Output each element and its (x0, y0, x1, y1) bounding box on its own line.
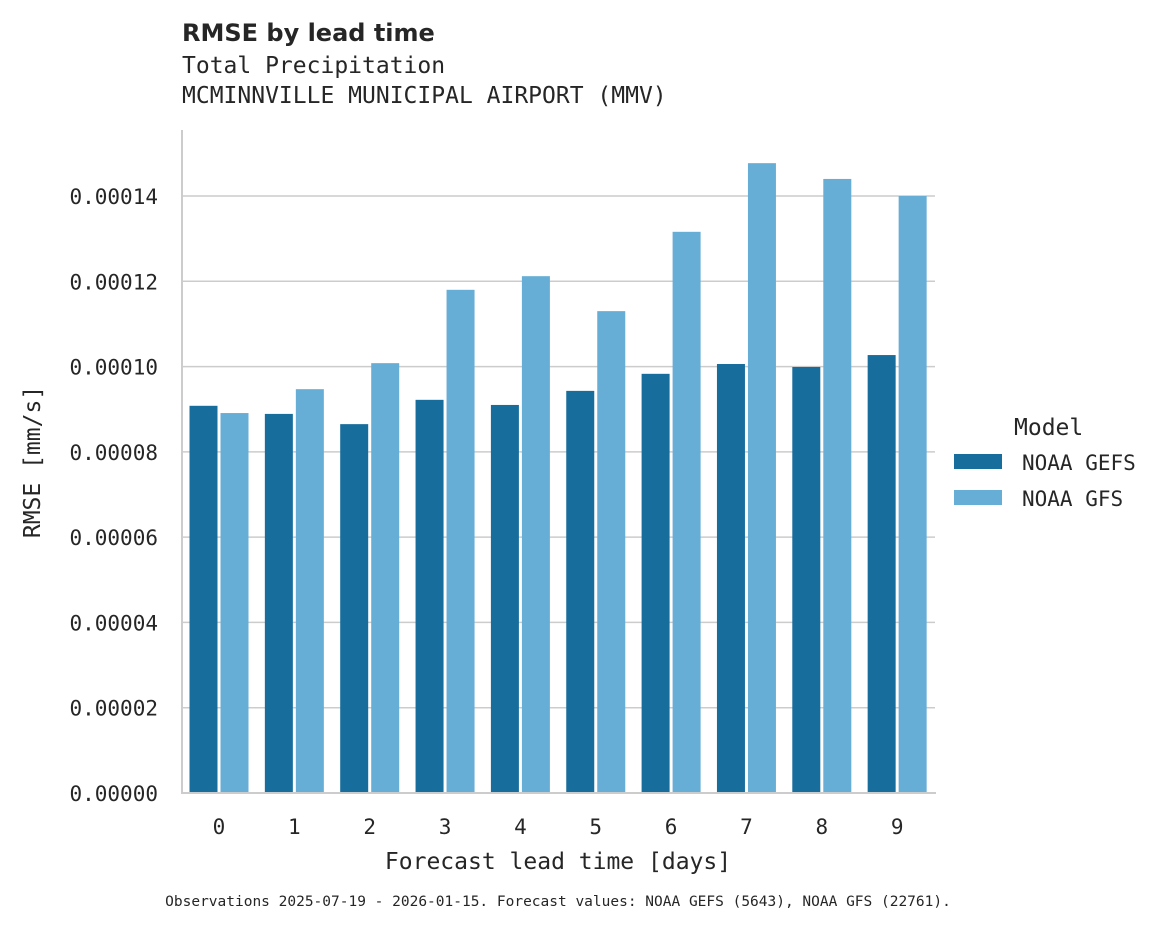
gridlines (182, 195, 935, 709)
legend: Model NOAA GEFS NOAA GFS (954, 415, 1136, 511)
bar-noaa-gfs (672, 231, 701, 793)
x-tick-label: 5 (589, 815, 602, 839)
chart-title: RMSE by lead time (182, 19, 435, 47)
bar-noaa-gfs (295, 389, 324, 793)
x-tick-label: 4 (514, 815, 527, 839)
x-tick-label: 7 (740, 815, 753, 839)
y-tick-label: 0.00006 (69, 526, 158, 550)
legend-title: Model (1014, 415, 1083, 441)
x-tick-label: 8 (815, 815, 828, 839)
x-tick-labels: 0 1 2 3 4 5 6 7 8 9 (213, 815, 904, 839)
legend-label-gfs: NOAA GFS (1022, 487, 1123, 511)
x-tick-label: 6 (665, 815, 678, 839)
bar-noaa-gefs (792, 366, 821, 793)
y-tick-label: 0.00004 (69, 611, 158, 635)
y-tick-label: 0.00012 (69, 270, 158, 294)
y-axis-label: RMSE [mm/s] (20, 386, 46, 538)
chart-station: MCMINNVILLE MUNICIPAL AIRPORT (MMV) (182, 83, 667, 109)
bar-noaa-gefs (340, 424, 369, 793)
y-tick-label: 0.00000 (69, 782, 158, 806)
y-tick-label: 0.00014 (69, 185, 158, 209)
bar-noaa-gfs (823, 178, 852, 793)
legend-swatch-gfs (954, 490, 1002, 505)
bar-noaa-gefs (415, 399, 444, 793)
bar-noaa-gfs (446, 289, 475, 793)
y-tick-label: 0.00008 (69, 441, 158, 465)
y-tick-label: 0.00002 (69, 697, 158, 721)
bar-noaa-gfs (371, 363, 400, 793)
bar-noaa-gfs (220, 413, 249, 793)
legend-label-gefs: NOAA GEFS (1022, 451, 1136, 475)
bar-noaa-gfs (747, 163, 776, 794)
chart-subtitle: Total Precipitation (182, 53, 445, 79)
bar-noaa-gefs (716, 364, 745, 793)
x-tick-label: 2 (363, 815, 376, 839)
bar-noaa-gefs (189, 405, 218, 793)
bar-noaa-gefs (264, 413, 293, 793)
bar-noaa-gfs (521, 276, 550, 793)
bar-noaa-gfs (898, 196, 927, 793)
legend-swatch-gefs (954, 454, 1002, 469)
bar-noaa-gefs (867, 355, 896, 793)
y-tick-label: 0.00010 (69, 356, 158, 380)
bar-noaa-gfs (597, 311, 626, 793)
y-tick-labels: 0.00000 0.00002 0.00004 0.00006 0.00008 0.000… (69, 185, 158, 806)
x-tick-label: 3 (439, 815, 452, 839)
footer-note: Observations 2025-07-19 - 2026-01-15. Fo… (165, 894, 951, 910)
x-tick-label: 0 (213, 815, 226, 839)
bar-noaa-gefs (566, 390, 595, 793)
bars (189, 163, 927, 794)
x-tick-label: 9 (891, 815, 904, 839)
bar-noaa-gefs (641, 373, 670, 793)
x-axis-label: Forecast lead time [days] (385, 849, 731, 875)
x-tick-label: 1 (288, 815, 301, 839)
bar-noaa-gefs (490, 404, 519, 793)
